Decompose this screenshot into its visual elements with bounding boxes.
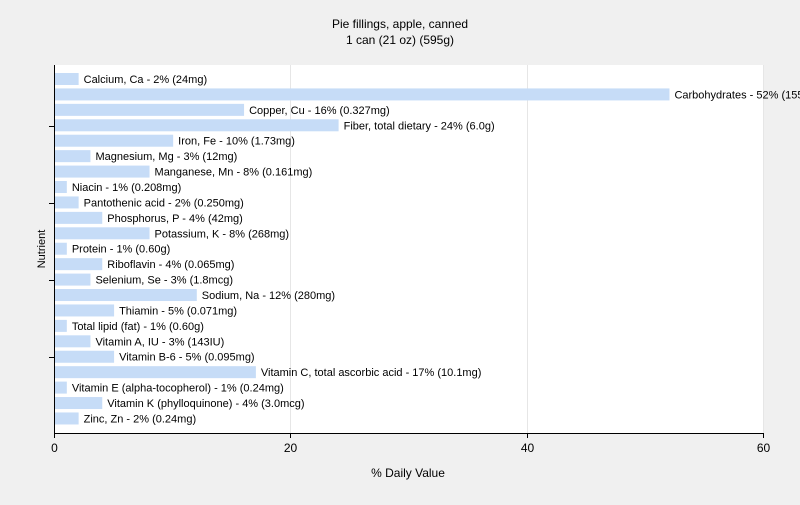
bar xyxy=(55,273,91,286)
bar xyxy=(55,335,91,348)
bar-label: Protein - 1% (0.60g) xyxy=(72,244,170,256)
chart-title: Pie fillings, apple, canned xyxy=(332,17,468,31)
bar-label: Phosphorus, P - 4% (42mg) xyxy=(107,213,243,225)
bar-label: Thiamin - 5% (0.071mg) xyxy=(119,305,237,317)
bar-label: Sodium, Na - 12% (280mg) xyxy=(202,290,335,302)
y-axis-label: Nutrient xyxy=(36,230,48,269)
bar xyxy=(55,196,79,209)
labels-layer: Calcium, Ca - 2% (24mg) Carbohydrates - 5… xyxy=(72,74,800,425)
bar-label: Fiber, total dietary - 24% (6.0g) xyxy=(344,120,495,132)
bar xyxy=(55,119,339,132)
bar xyxy=(55,350,115,363)
bar-label: Zinc, Zn - 2% (0.24mg) xyxy=(84,413,196,425)
x-axis-label: % Daily Value xyxy=(371,466,445,480)
bar xyxy=(55,211,103,224)
bar-label: Calcium, Ca - 2% (24mg) xyxy=(84,74,207,86)
bars-layer xyxy=(55,73,670,425)
bar xyxy=(55,181,67,194)
bar-label: Magnesium, Mg - 3% (12mg) xyxy=(95,151,237,163)
bar-label: Vitamin E (alpha-tocopherol) - 1% (0.24m… xyxy=(72,383,284,395)
bar xyxy=(55,258,103,271)
bar xyxy=(55,304,115,317)
bar xyxy=(55,134,174,147)
x-tick-label: 20 xyxy=(284,441,298,455)
bar xyxy=(55,319,67,332)
bar xyxy=(55,289,197,302)
x-tick-label: 40 xyxy=(521,441,535,455)
bar-label: Iron, Fe - 10% (1.73mg) xyxy=(178,136,295,148)
bar-label: Copper, Cu - 16% (0.327mg) xyxy=(249,105,390,117)
bar xyxy=(55,366,256,379)
bar xyxy=(55,242,67,255)
bar-label: Niacin - 1% (0.208mg) xyxy=(72,182,181,194)
x-tick-label: 0 xyxy=(51,441,58,455)
bar-label: Selenium, Se - 3% (1.8mcg) xyxy=(95,275,233,287)
bar xyxy=(55,412,79,425)
bar-label: Vitamin B-6 - 5% (0.095mg) xyxy=(119,352,255,364)
bar-label: Vitamin C, total ascorbic acid - 17% (10… xyxy=(261,367,482,379)
bar xyxy=(55,381,67,394)
bar-label: Total lipid (fat) - 1% (0.60g) xyxy=(72,321,204,333)
bar xyxy=(55,165,150,178)
bar xyxy=(55,397,103,410)
x-tick-label: 60 xyxy=(757,441,771,455)
bar xyxy=(55,73,79,85)
bar xyxy=(55,103,245,116)
bar-label: Vitamin K (phylloquinone) - 4% (3.0mcg) xyxy=(107,398,304,410)
axis-layer: 0 20 40 60 xyxy=(49,65,770,455)
bar-label: Vitamin A, IU - 3% (143IU) xyxy=(95,336,224,348)
bar xyxy=(55,150,91,163)
bar xyxy=(55,227,150,240)
bar xyxy=(55,88,670,101)
bar-label: Pantothenic acid - 2% (0.250mg) xyxy=(84,197,244,209)
bar-label: Riboflavin - 4% (0.065mg) xyxy=(107,259,234,271)
chart-subtitle: 1 can (21 oz) (595g) xyxy=(346,33,454,47)
bar-label: Manganese, Mn - 8% (0.161mg) xyxy=(155,167,313,179)
bar-label: Carbohydrates - 52% (155.30g) xyxy=(674,89,800,101)
bar-label: Potassium, K - 8% (268mg) xyxy=(155,228,289,240)
